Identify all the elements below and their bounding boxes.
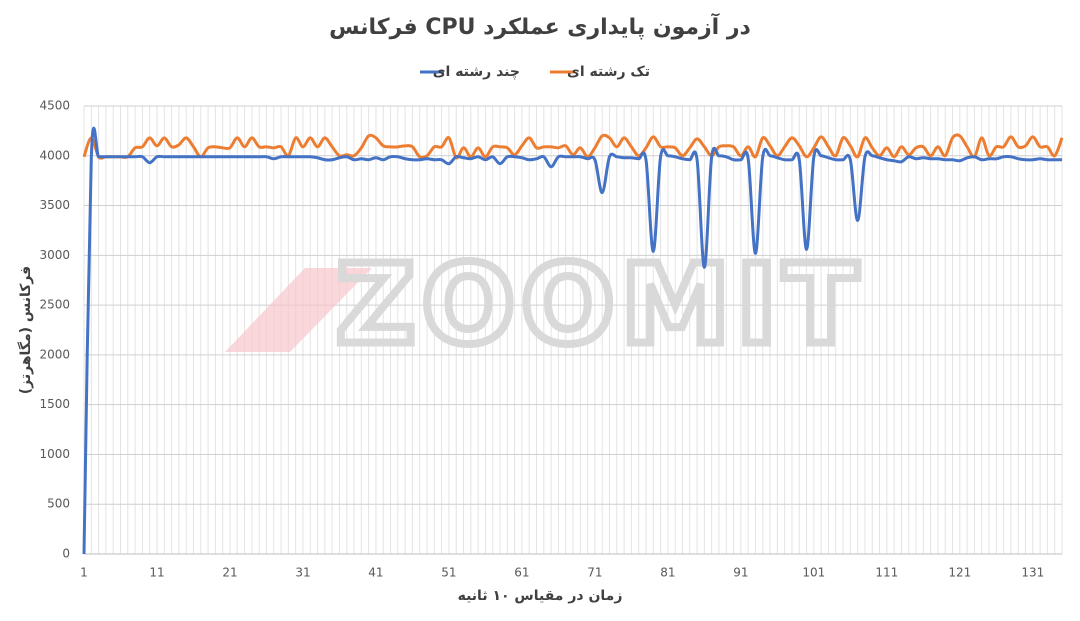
y-axis-title: فرکانس (مگاهرتز) (17, 266, 34, 394)
series-line (82, 133, 1064, 160)
y-tick-label: 500 (47, 497, 70, 511)
watermark: ZOOMIT (225, 236, 864, 372)
x-tick-label: 1 (80, 566, 88, 580)
x-tick-label: 41 (368, 566, 383, 580)
x-tick-label: 91 (733, 566, 748, 580)
y-tick-label: 3500 (39, 198, 70, 212)
y-tick-label: 4500 (39, 99, 70, 113)
y-tick-label: 2500 (39, 298, 70, 312)
x-tick-label: 51 (441, 566, 456, 580)
x-tick-label: 21 (222, 566, 237, 580)
x-tick-label: 81 (660, 566, 675, 580)
chart-title: فرکانس CPU در آزمون پایداری عملکرد (329, 12, 751, 40)
x-tick-label: 11 (149, 566, 164, 580)
y-tick-label: 1000 (39, 447, 70, 461)
y-tick-label: 0 (62, 547, 70, 561)
y-tick-label: 2000 (39, 347, 70, 361)
x-tick-label: 71 (587, 566, 602, 580)
y-tick-label: 3000 (39, 248, 70, 262)
legend-label: تک رشته ای (567, 64, 650, 80)
x-tick-label: 31 (295, 566, 310, 580)
legend-label: چند رشته ای (433, 64, 520, 80)
y-tick-label: 1500 (39, 397, 70, 411)
x-axis-title: زمان در مقیاس ۱۰ ثانیه (458, 588, 623, 604)
x-tick-label: 111 (875, 566, 898, 580)
series-line (82, 126, 1062, 555)
x-tick-label: 61 (514, 566, 529, 580)
x-tick-label: 101 (802, 566, 825, 580)
watermark-logo (225, 268, 372, 352)
x-tick-label: 131 (1021, 566, 1044, 580)
watermark-text: ZOOMIT (336, 240, 864, 368)
x-tick-label: 121 (948, 566, 971, 580)
y-tick-label: 4000 (39, 148, 70, 162)
